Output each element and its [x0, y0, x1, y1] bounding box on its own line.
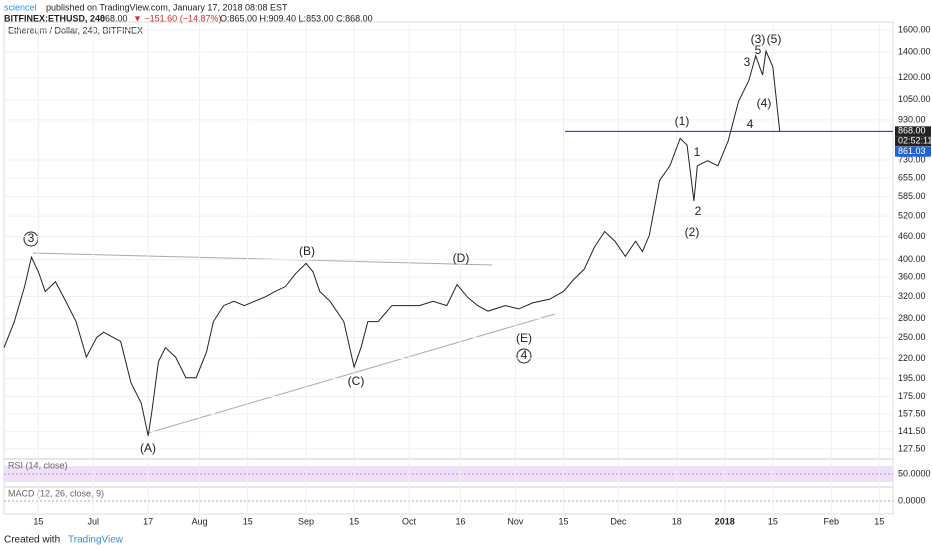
published: published on TradingView.com, January 17… — [46, 2, 288, 12]
footer-brand[interactable]: TradingView — [68, 535, 124, 546]
x-tick-label: 15 — [558, 516, 568, 526]
trendline — [147, 313, 556, 434]
y-tick-label: 360.00 — [898, 271, 926, 281]
y-tick-label: 460.00 — [898, 231, 926, 241]
wave-label: (D) — [453, 251, 470, 265]
y-tick-label: 585.00 — [898, 191, 926, 201]
symbol: BITFINEX:ETHUSD, 240 — [4, 13, 105, 23]
y-tick-label: 175.00 — [898, 391, 926, 401]
countdown-box — [895, 136, 931, 147]
wave-label: (B) — [299, 244, 315, 258]
wave-label: (2) — [685, 225, 700, 239]
bid-price-label: 861.03 — [898, 146, 926, 156]
y-tick-label: 127.50 — [898, 443, 926, 453]
x-tick-label: Aug — [192, 516, 208, 526]
y-tick-label: 157.50 — [898, 408, 926, 418]
x-tick-label: Jul — [87, 516, 99, 526]
wave-label: (5) — [767, 32, 782, 46]
rsi-level-label: 50.0000 — [898, 468, 931, 478]
y-tick-label: 520.00 — [898, 211, 926, 221]
macd-title: MACD (12, 26, close, 9) — [8, 488, 104, 498]
rsi-title: RSI (14, close) — [8, 460, 68, 470]
y-tick-label: 400.00 — [898, 254, 926, 264]
x-tick-label: 15 — [33, 516, 43, 526]
x-tick-label: 15 — [768, 516, 778, 526]
wave-label: 4 — [747, 117, 754, 131]
y-tick-label: 1400.00 — [898, 47, 931, 57]
wave-label: (4) — [757, 96, 772, 110]
wave-label: 5 — [755, 43, 762, 57]
x-tick-label: 15 — [349, 516, 359, 526]
y-tick-label: 141.50 — [898, 426, 926, 436]
price-line — [3, 49, 781, 436]
change: ▼ −151.60 (−14.87%) — [133, 13, 221, 23]
x-tick-label: 15 — [243, 516, 253, 526]
x-tick-label: Oct — [402, 516, 417, 526]
x-tick-label: Dec — [610, 516, 627, 526]
wave-label: 3 — [744, 55, 751, 69]
footer-created: Created with — [4, 535, 60, 546]
wave-label: (A) — [140, 441, 156, 455]
wave-circle — [516, 348, 532, 364]
wave-label: 1 — [694, 145, 701, 159]
y-tick-label: 1600.00 — [898, 24, 931, 34]
trendline — [32, 252, 493, 266]
y-tick-label: 195.00 — [898, 373, 926, 383]
wave-label: 3 — [28, 231, 35, 245]
ohlc: O:865.00 H:909.40 L:853.00 C:868.00 — [220, 13, 373, 23]
price: 868.00 — [100, 13, 128, 23]
y-tick-label: 320.00 — [898, 291, 926, 301]
x-tick-label: 17 — [143, 516, 153, 526]
y-tick-label: 280.00 — [898, 313, 926, 323]
x-tick-label: Sep — [298, 516, 314, 526]
macd-level-label: 0.0000 — [898, 495, 926, 505]
wave-label: (1) — [675, 114, 690, 128]
bid-price-box — [895, 146, 931, 157]
countdown: 02:52:11 — [898, 136, 932, 146]
x-tick-label: Nov — [507, 516, 524, 526]
x-tick-label: 15 — [874, 516, 884, 526]
x-tick-label: 2018 — [715, 516, 735, 526]
last-price-label: 868.00 — [898, 126, 926, 136]
author[interactable]: sciencel — [4, 2, 37, 12]
y-tick-label: 730.00 — [898, 154, 926, 164]
y-tick-label: 930.00 — [898, 114, 926, 124]
y-tick-label: 220.00 — [898, 353, 926, 363]
x-tick-label: Feb — [823, 516, 839, 526]
wave-label: 4 — [521, 348, 528, 362]
wave-label: (E) — [516, 331, 532, 345]
y-tick-label: 1050.00 — [898, 94, 931, 104]
y-tick-label: 250.00 — [898, 332, 926, 342]
y-tick-label: 1200.00 — [898, 72, 931, 82]
y-tick-label: 655.00 — [898, 172, 926, 182]
last-price-box — [895, 126, 931, 137]
wave-label: (C) — [348, 374, 365, 388]
x-tick-label: 18 — [672, 516, 682, 526]
x-tick-label: 16 — [456, 516, 466, 526]
wave-label: 2 — [695, 204, 702, 218]
wave-label: (3) — [751, 32, 766, 46]
